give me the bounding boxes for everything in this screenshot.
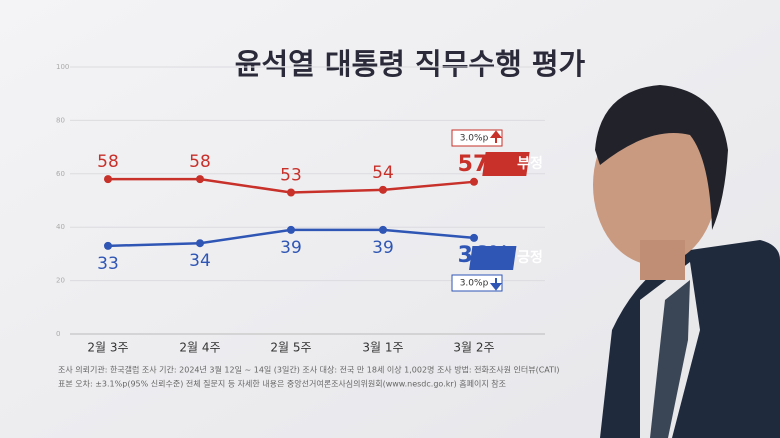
point bbox=[196, 175, 204, 184]
value-label: 39 bbox=[280, 238, 302, 258]
note: 조사 의뢰기관: 한국갤럽 조사 기간: 2024년 3월 12일 ~ 14일 … bbox=[58, 365, 560, 375]
annotation: 3.0%p bbox=[460, 134, 489, 144]
x-tick-label: 3월 2주 bbox=[453, 341, 494, 355]
point bbox=[287, 188, 295, 197]
x-tick-label: 2월 4주 bbox=[179, 341, 220, 355]
point bbox=[470, 233, 478, 242]
point bbox=[287, 225, 295, 234]
value-label: 58 bbox=[97, 152, 119, 172]
value-label: 39 bbox=[372, 238, 394, 258]
point bbox=[104, 241, 112, 250]
y-tick-label: 20 bbox=[56, 277, 65, 285]
point bbox=[196, 239, 204, 248]
photo bbox=[593, 85, 780, 438]
legend-badge bbox=[469, 246, 517, 270]
value-label: 54 bbox=[372, 163, 394, 183]
y-tick-label: 0 bbox=[56, 330, 60, 338]
legend-badge bbox=[482, 152, 530, 176]
y-tick-label: 60 bbox=[56, 170, 65, 178]
x-tick-label: 2월 5주 bbox=[270, 341, 311, 355]
annotation: 3.0%p bbox=[460, 279, 489, 289]
legend-label: 긍정 bbox=[517, 249, 543, 266]
chart-title: 윤석열 대통령 직무수행 평가 bbox=[235, 47, 586, 81]
plot-area: 0 20 40 60 80 100 2월 3주 2월 4주 2월 5주 3월 1주 3월 2주 58 5… bbox=[56, 63, 545, 355]
value-label: 53 bbox=[280, 165, 302, 185]
value-label: 33 bbox=[97, 254, 119, 274]
y-tick-label: 40 bbox=[56, 223, 65, 231]
arrow bbox=[489, 278, 503, 291]
y-tick-label: 100 bbox=[56, 63, 69, 71]
point bbox=[379, 185, 387, 194]
point bbox=[104, 175, 112, 184]
point bbox=[379, 225, 387, 234]
x-tick-label: 3월 1주 bbox=[362, 341, 403, 355]
value-label: 58 bbox=[189, 152, 211, 172]
x-tick-label: 2월 3주 bbox=[87, 341, 128, 355]
point bbox=[470, 177, 478, 186]
legend-label: 부정 bbox=[517, 155, 543, 172]
arrow bbox=[489, 130, 503, 143]
note: 표본 오차: ±3.1%p(95% 신뢰수준) 전체 질문지 등 자세한 내용은… bbox=[58, 379, 506, 389]
value-label: 34 bbox=[189, 251, 211, 271]
y-tick-label: 80 bbox=[56, 116, 65, 124]
